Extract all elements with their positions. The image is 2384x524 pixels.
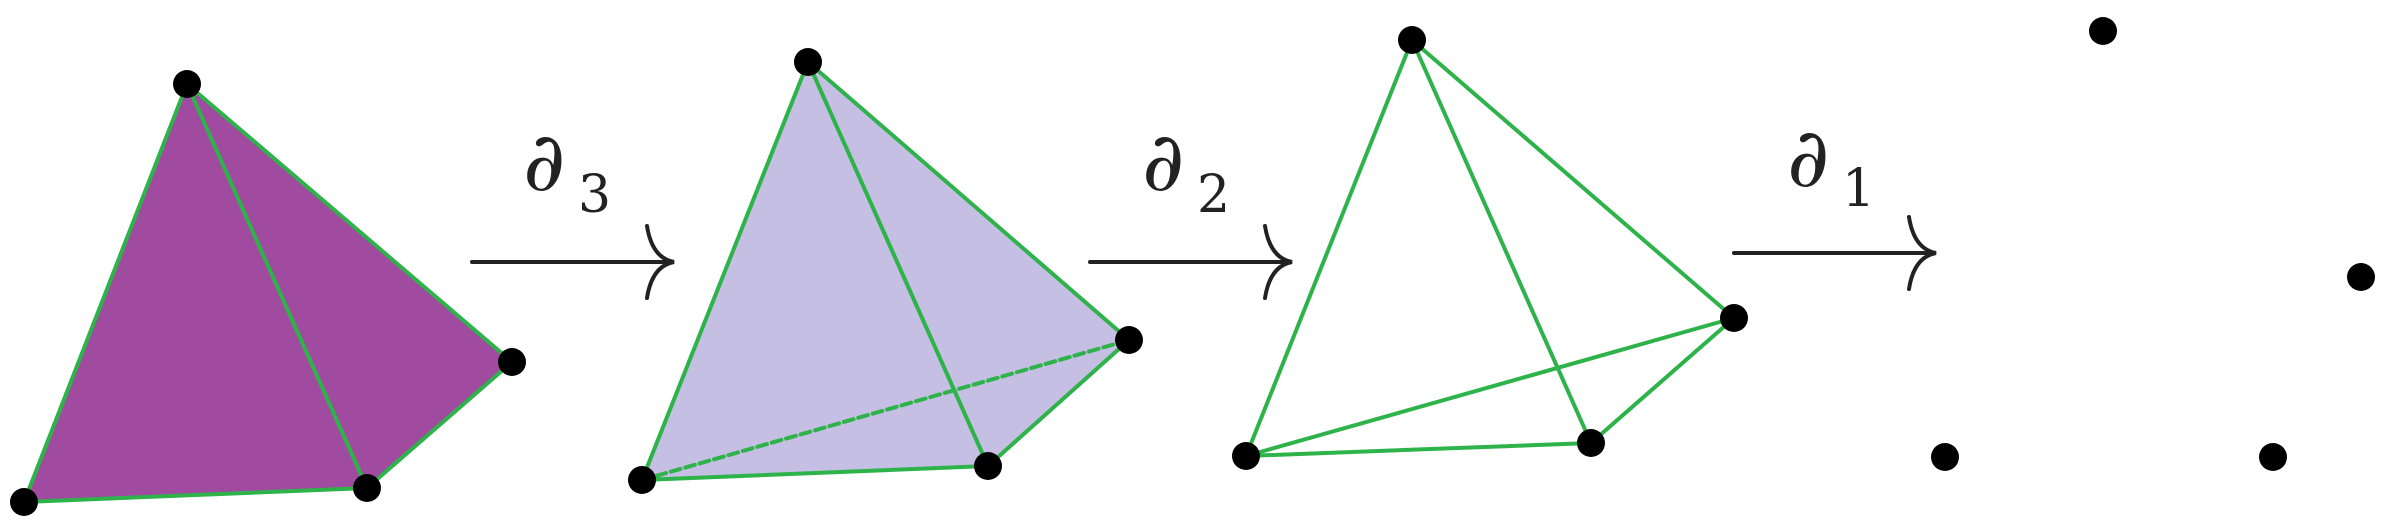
- face-edge: [640, 464, 990, 482]
- graph-edge: [1410, 38, 1593, 445]
- vertex-dot: [1398, 26, 1426, 54]
- face-edge: [806, 60, 990, 468]
- operator-symbol: ∂: [1142, 115, 1184, 210]
- vertex-dot: [1115, 326, 1143, 354]
- operator-subscript: 1: [1842, 159, 1875, 219]
- vertex-dot: [1577, 429, 1605, 457]
- operator-symbol: ∂: [1787, 111, 1829, 206]
- vertex-dot: [1931, 443, 1959, 471]
- face-region: [642, 62, 1129, 480]
- boundary-arrow-2: ∂ 2: [1088, 115, 1293, 300]
- tetrahedron-edge: [185, 82, 369, 490]
- solid-tetrahedron: [10, 70, 526, 516]
- face-edge: [640, 60, 810, 482]
- graph-edge: [1244, 441, 1593, 458]
- tetrahedron-edge: [22, 82, 189, 504]
- tetrahedron-edge: [185, 82, 514, 364]
- operator-symbol: ∂: [523, 115, 565, 210]
- tetrahedron-edge: [365, 360, 514, 490]
- vertex-dot: [1232, 442, 1260, 470]
- hidden-edge: [640, 338, 1131, 482]
- vertex-dot: [10, 488, 38, 516]
- tetrahedron-body: [24, 84, 512, 502]
- vertices: [1931, 17, 2375, 471]
- vertex-dot: [1720, 304, 1748, 332]
- vertex-dot: [794, 48, 822, 76]
- graph-edge: [1244, 38, 1414, 458]
- vertex-dot: [173, 70, 201, 98]
- tetrahedron-edge: [22, 486, 369, 504]
- arrow-head: [1263, 224, 1293, 300]
- graph-edge: [1410, 38, 1736, 320]
- vertex-dot: [2347, 263, 2375, 291]
- graph-edge: [1589, 316, 1736, 445]
- vertex-dot: [974, 452, 1002, 480]
- arrow-head: [645, 224, 675, 300]
- boundary-arrow-1: ∂ 1: [1732, 111, 1937, 291]
- edges: [1232, 26, 1748, 470]
- operator-subscript: 3: [578, 165, 611, 225]
- arrow-head: [1907, 215, 1937, 291]
- vertex-dot: [628, 466, 656, 494]
- boundary-faces: [628, 48, 1143, 494]
- vertex-dot: [2259, 443, 2287, 471]
- vertex-dot: [353, 474, 381, 502]
- face-edge: [806, 60, 1131, 342]
- vertex-dot: [498, 348, 526, 376]
- graph-edge: [1244, 316, 1736, 458]
- face-edge: [986, 338, 1131, 468]
- operator-subscript: 2: [1197, 165, 1230, 225]
- boundary-arrow-3: ∂ 3: [470, 115, 675, 300]
- vertex-dot: [2089, 17, 2117, 45]
